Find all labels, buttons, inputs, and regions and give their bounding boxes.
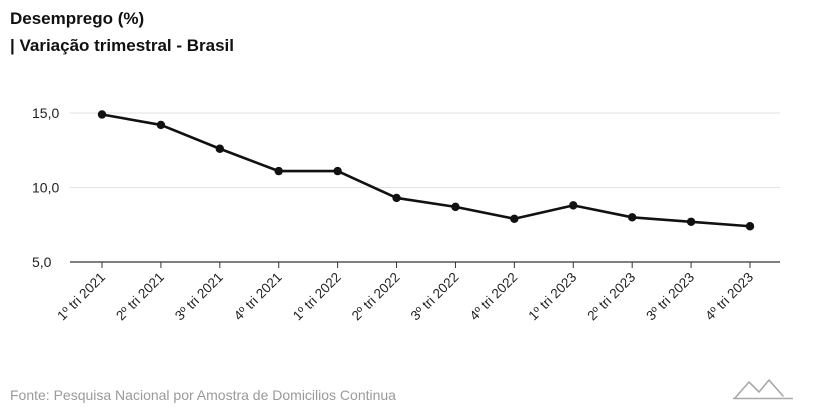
series-line bbox=[100, 113, 752, 228]
data-point bbox=[451, 202, 460, 212]
x-tick-label: 1º tri 2022 bbox=[290, 270, 344, 324]
data-point bbox=[274, 166, 283, 176]
chart-title: Desemprego (%) bbox=[10, 9, 145, 28]
y-tick-label: 5,0 bbox=[32, 254, 52, 270]
data-point bbox=[510, 214, 519, 223]
data-point bbox=[215, 144, 225, 153]
data-point bbox=[627, 213, 637, 222]
mountain-logo-icon bbox=[733, 379, 793, 400]
data-point bbox=[745, 222, 755, 231]
line-chart: 5,010,015,01º tri 2021 2º tri 2021 3º tri … bbox=[32, 105, 780, 324]
x-tick-label: 2º tri 2023 bbox=[584, 270, 638, 324]
x-tick-label: 1º tri 2023 bbox=[525, 270, 579, 324]
data-point bbox=[392, 193, 401, 203]
y-tick-label: 10,0 bbox=[32, 180, 59, 196]
y-tick-label: 15,0 bbox=[32, 105, 59, 121]
x-tick-label: 1º tri 2021 bbox=[54, 270, 108, 324]
x-tick-label: 3º tri 2022 bbox=[408, 270, 462, 324]
x-tick-label: 2º tri 2021 bbox=[113, 270, 167, 324]
x-tick-label: 4º tri 2021 bbox=[231, 270, 285, 324]
source-note: Fonte: Pesquisa Nacional por Amostra de … bbox=[10, 387, 396, 403]
x-tick-label: 4º tri 2023 bbox=[702, 270, 756, 324]
data-point bbox=[156, 120, 166, 130]
chart-subtitle: | Variação trimestral - Brasil bbox=[10, 36, 234, 55]
data-point bbox=[97, 110, 107, 119]
data-point bbox=[333, 166, 342, 176]
x-tick-label: 4º tri 2022 bbox=[467, 270, 521, 324]
x-tick-label: 3º tri 2023 bbox=[643, 270, 697, 324]
data-point bbox=[569, 201, 578, 210]
x-tick-label: 3º tri 2021 bbox=[172, 270, 226, 324]
x-tick-label: 2º tri 2022 bbox=[349, 270, 403, 324]
data-point bbox=[686, 217, 696, 226]
